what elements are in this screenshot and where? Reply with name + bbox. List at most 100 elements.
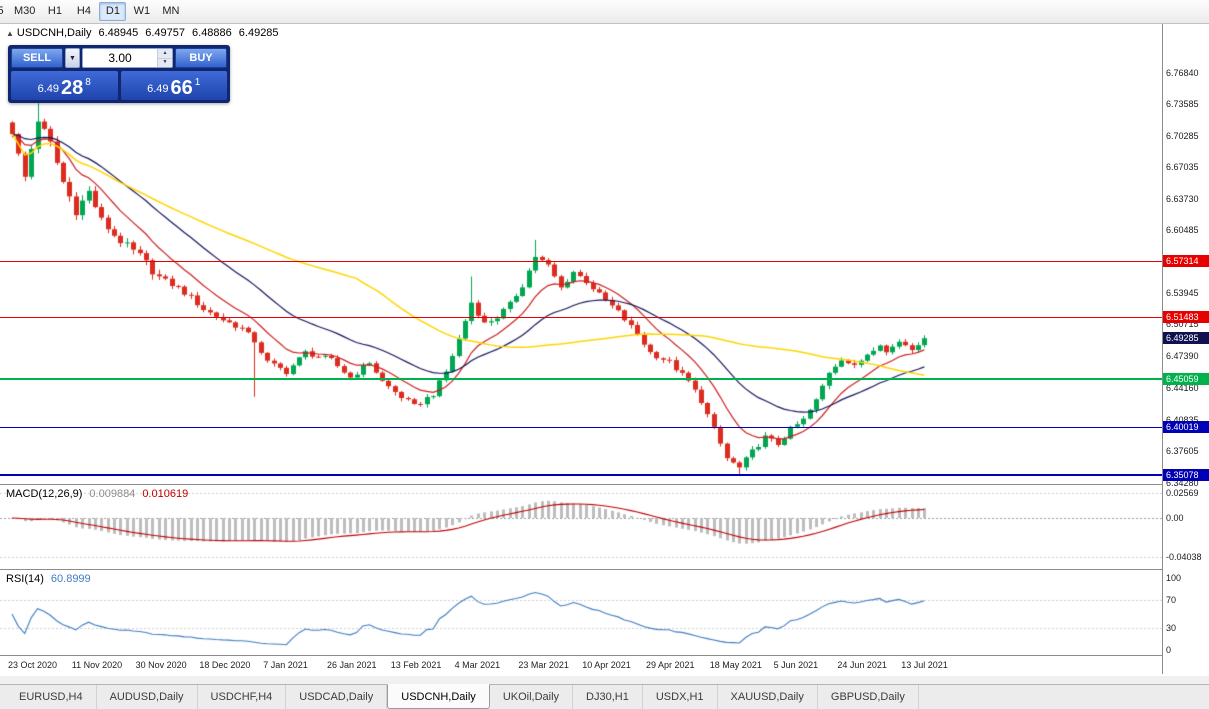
price-axis[interactable]: 6.76840 6.73585 6.70285 6.67035 6.63730 6.604… [1162, 24, 1209, 674]
date-label: 10 Apr 2021 [582, 660, 631, 670]
symbol-label: USDCNH,Daily [16, 27, 92, 39]
bid-price-sup: 8 [85, 77, 91, 88]
date-label: 4 Mar 2021 [454, 660, 501, 670]
tab-XAUUSD,Daily[interactable]: XAUUSD,Daily [718, 685, 818, 709]
volume-down-button[interactable]: ▼ [158, 57, 172, 67]
current-price-tag[interactable]: 6.49285 [1163, 332, 1209, 345]
volume-dropdown-button[interactable]: ▼ [65, 48, 80, 68]
timeframe-toolbar: 5 M30 H1 H4 D1 W1 MN [0, 0, 1209, 24]
chart-tabs-bar: EURUSD,H4 AUDUSD,Daily USDCHF,H4 USDCAD,Dai… [0, 684, 1209, 709]
macd-canvas[interactable] [0, 485, 1162, 569]
sell-price-display[interactable]: 6.49 28 8 [11, 71, 118, 100]
axis-label: 0.02569 [1166, 488, 1199, 499]
axis-label: 6.34280 [1166, 477, 1199, 488]
tab-USDCNH,Daily[interactable]: USDCNH,Daily [387, 684, 490, 709]
axis-label: 6.53945 [1166, 288, 1199, 299]
open-value: 6.48945 [98, 27, 139, 39]
date-label: 11 Nov 2020 [71, 660, 123, 670]
axis-label: 100 [1166, 573, 1182, 583]
macd-header: MACD(12,26,9) 0.009884 0.010619 [6, 488, 188, 500]
pane-separator[interactable] [0, 569, 1209, 570]
one-click-trading-panel: SELL ▼ ▲ ▼ BUY 6.49 28 8 6.4 [8, 45, 230, 103]
buy-price-display[interactable]: 6.49 66 1 [120, 71, 227, 100]
axis-label: 6.50715 [1166, 319, 1199, 330]
pane-separator[interactable] [0, 655, 1209, 656]
date-label: 18 Dec 2020 [199, 660, 251, 670]
timeframe-D1[interactable]: D1 [99, 2, 127, 21]
bid-price-big: 28 [61, 77, 84, 99]
collapse-icon[interactable]: ▲ [6, 28, 14, 38]
macd-value-signal: 0.010619 [142, 488, 189, 500]
price-tag-6.35078[interactable]: 6.35078 [1163, 469, 1209, 481]
tab-DJ30,H1[interactable]: DJ30,H1 [573, 685, 643, 709]
axis-label: 6.67035 [1166, 162, 1199, 173]
close-value: 6.49285 [238, 27, 279, 39]
date-label: 24 Jun 2021 [837, 660, 887, 670]
axis-label: 0.00 [1166, 513, 1184, 523]
price-tag-6.40019[interactable]: 6.40019 [1163, 421, 1209, 434]
volume-field: ▲ ▼ [82, 48, 173, 68]
date-label: 23 Oct 2020 [8, 660, 58, 670]
date-label: 13 Feb 2021 [390, 660, 442, 670]
axis-label: 70 [1166, 594, 1177, 605]
tab-USDCAD,Daily[interactable]: USDCAD,Daily [286, 685, 388, 709]
price-tag-6.45059[interactable]: 6.45059 [1163, 372, 1209, 385]
date-label: 29 Apr 2021 [646, 660, 695, 670]
volume-input[interactable] [83, 49, 157, 67]
axis-label: -0.04038 [1166, 551, 1202, 562]
axis-label: 6.76840 [1166, 68, 1199, 78]
timeframe-W1[interactable]: W1 [128, 2, 155, 21]
macd-title: MACD(12,26,9) [6, 488, 83, 500]
date-label: 18 May 2021 [709, 660, 762, 670]
axis-label: 0 [1166, 645, 1172, 655]
axis-label: 6.63730 [1166, 194, 1199, 205]
tab-EURUSD,H4[interactable]: EURUSD,H4 [6, 685, 97, 709]
pane-separator[interactable] [0, 484, 1209, 485]
ask-price-big: 66 [170, 77, 193, 99]
axis-label: 6.70285 [1166, 131, 1199, 142]
sell-button[interactable]: SELL [11, 48, 63, 68]
buy-button[interactable]: BUY [175, 48, 227, 68]
axis-label: 6.40835 [1166, 414, 1199, 425]
trade-prices-row: 6.49 28 8 6.49 66 1 [11, 71, 227, 100]
timeframe-H1[interactable]: H1 [41, 2, 68, 21]
bid-price-prefix: 6.49 [37, 83, 60, 95]
rsi-canvas[interactable] [0, 570, 1162, 655]
axis-label: 30 [1166, 623, 1177, 634]
price-tag-6.57314[interactable]: 6.57314 [1163, 254, 1209, 267]
chart-window: ▲ USDCNH,Daily 6.48945 6.49757 6.48886 6… [0, 24, 1209, 676]
rsi-pane[interactable]: RSI(14) 60.8999 [0, 570, 1162, 655]
axis-label: 6.37605 [1166, 445, 1199, 456]
axis-label: 6.60485 [1166, 225, 1199, 236]
timeframe-buttons: 5 M30 H1 H4 D1 W1 MN [0, 0, 185, 23]
tab-GBPUSD,Daily[interactable]: GBPUSD,Daily [818, 685, 919, 709]
tab-USDCHF,H4[interactable]: USDCHF,H4 [198, 685, 287, 709]
tab-UKOil,Daily[interactable]: UKOil,Daily [490, 685, 574, 709]
date-label: 13 Jul 2021 [901, 660, 948, 670]
timeframe-M30[interactable]: M30 [10, 2, 39, 21]
ask-price-prefix: 6.49 [147, 83, 169, 95]
timeframe-5[interactable]: 5 [0, 2, 8, 21]
rsi-value: 60.8999 [50, 573, 91, 585]
chart-ohlc-header: ▲ USDCNH,Daily 6.48945 6.49757 6.48886 6… [6, 27, 279, 39]
axis-label: 6.47390 [1166, 351, 1199, 362]
trade-controls-row: SELL ▼ ▲ ▼ BUY [11, 48, 227, 68]
price-tag-6.51483[interactable]: 6.51483 [1163, 311, 1209, 324]
date-label: 26 Jan 2021 [327, 660, 377, 670]
rsi-title: RSI(14) [6, 573, 44, 585]
axis-label: 6.73585 [1166, 99, 1199, 110]
axis-label: 6.44160 [1166, 382, 1199, 393]
tab-USDX,H1[interactable]: USDX,H1 [643, 685, 718, 709]
timeframe-H4[interactable]: H4 [70, 2, 97, 21]
ask-price-sup: 1 [194, 77, 201, 88]
date-label: 5 Jun 2021 [773, 660, 819, 670]
tab-AUDUSD,Daily[interactable]: AUDUSD,Daily [97, 685, 198, 709]
timeframe-MN[interactable]: MN [157, 2, 184, 21]
rsi-header: RSI(14) 60.8999 [6, 573, 91, 585]
date-label: 23 Mar 2021 [518, 660, 569, 670]
macd-pane[interactable]: MACD(12,26,9) 0.009884 0.010619 [0, 485, 1162, 569]
volume-up-button[interactable]: ▲ [158, 49, 172, 58]
volume-spinner: ▲ ▼ [157, 49, 172, 67]
price-pane[interactable]: ▲ USDCNH,Daily 6.48945 6.49757 6.48886 6… [0, 24, 1162, 484]
time-axis[interactable]: 23 Oct 2020 11 Nov 2020 30 Nov 2020 18 Dec … [0, 656, 1162, 674]
